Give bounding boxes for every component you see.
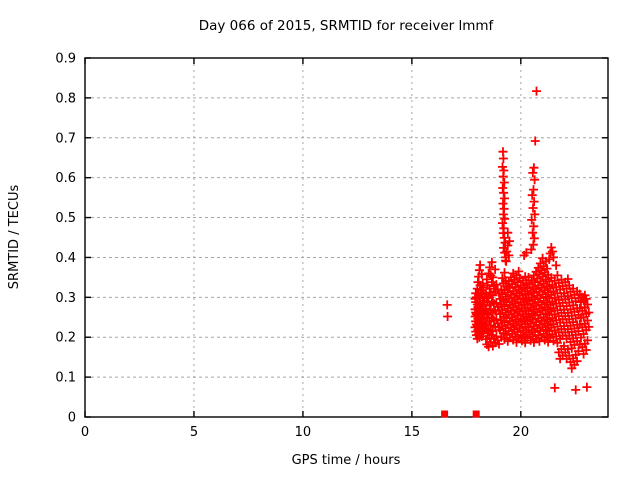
data-point-plus bbox=[552, 270, 562, 280]
data-point-plus bbox=[443, 312, 453, 321]
data-point-plus bbox=[505, 236, 514, 246]
x-tick-label: 20 bbox=[513, 425, 530, 440]
y-tick-label: 0.4 bbox=[55, 251, 76, 266]
data-point-plus bbox=[499, 178, 509, 187]
y-tick-label: 0.5 bbox=[55, 211, 76, 226]
data-point-plus bbox=[547, 247, 557, 256]
x-tick-label: 10 bbox=[295, 425, 312, 440]
data-point-square bbox=[441, 410, 449, 418]
y-tick-label: 0.9 bbox=[55, 52, 76, 67]
data-point-plus bbox=[583, 335, 592, 345]
data-point-plus bbox=[500, 268, 509, 278]
data-point-plus bbox=[500, 214, 510, 224]
data-point-plus bbox=[498, 154, 508, 163]
data-point-plus bbox=[550, 383, 560, 393]
data-point-plus bbox=[488, 272, 498, 282]
data-point-plus bbox=[520, 338, 530, 348]
data-point-plus bbox=[487, 257, 497, 267]
data-point-plus bbox=[526, 245, 536, 254]
data-point-plus bbox=[475, 260, 485, 270]
data-point-plus bbox=[491, 314, 501, 324]
data-point-plus bbox=[583, 300, 592, 309]
data-point-plus bbox=[486, 320, 496, 330]
data-point-plus bbox=[528, 168, 538, 178]
data-point-plus bbox=[572, 356, 582, 366]
data-point-plus bbox=[527, 215, 537, 225]
data-point-plus bbox=[530, 209, 540, 219]
data-point-plus bbox=[503, 228, 513, 238]
data-point-plus bbox=[530, 136, 540, 146]
plot-border bbox=[84, 57, 609, 418]
data-point-plus bbox=[542, 264, 552, 274]
data-point-plus bbox=[546, 243, 556, 252]
data-point-plus bbox=[498, 199, 508, 209]
data-point-plus bbox=[482, 274, 492, 284]
data-point-plus bbox=[528, 240, 538, 250]
data-point-plus bbox=[514, 266, 524, 276]
data-point-plus bbox=[529, 221, 539, 231]
data-point-plus bbox=[442, 300, 452, 310]
data-points bbox=[441, 86, 594, 418]
data-point-plus bbox=[521, 248, 531, 258]
y-tick-label: 0.6 bbox=[55, 171, 76, 186]
data-point-plus bbox=[563, 274, 573, 284]
data-point-plus bbox=[582, 382, 592, 392]
data-point-plus bbox=[529, 185, 538, 195]
data-point-plus bbox=[581, 294, 591, 304]
data-point-plus bbox=[484, 325, 494, 335]
data-point-plus bbox=[529, 197, 539, 207]
data-point-plus bbox=[549, 252, 558, 262]
data-point-plus bbox=[551, 260, 561, 270]
y-tick-label: 0.1 bbox=[55, 371, 76, 386]
data-point-plus bbox=[584, 308, 594, 317]
data-point-plus bbox=[529, 163, 539, 173]
data-point-plus bbox=[532, 86, 541, 96]
y-tick-label: 0.8 bbox=[55, 91, 76, 106]
data-point-plus bbox=[527, 190, 537, 200]
data-point-plus bbox=[528, 228, 538, 238]
y-tick-label: 0 bbox=[68, 411, 76, 426]
y-axis-label: SRMTID / TECUs bbox=[7, 185, 22, 290]
data-point-plus bbox=[490, 264, 500, 274]
y-tick-label: 0.3 bbox=[55, 291, 76, 306]
data-point-plus bbox=[544, 254, 554, 264]
y-tick-label: 0.7 bbox=[55, 131, 76, 146]
data-point-plus bbox=[584, 322, 594, 332]
data-point-plus bbox=[581, 345, 591, 355]
data-point-plus bbox=[501, 256, 511, 266]
x-tick-label: 5 bbox=[190, 425, 198, 440]
axis-ticks bbox=[84, 57, 608, 418]
x-tick-label: 0 bbox=[81, 425, 89, 440]
data-point-plus bbox=[583, 316, 592, 325]
data-point-plus bbox=[498, 209, 508, 219]
data-point-plus bbox=[498, 172, 508, 181]
data-point-plus bbox=[571, 385, 581, 395]
y-tick-label: 0.2 bbox=[55, 331, 76, 346]
x-tick-label: 15 bbox=[404, 425, 421, 440]
data-point-plus bbox=[479, 282, 489, 292]
grid-lines bbox=[85, 58, 608, 417]
data-point-plus bbox=[504, 250, 514, 260]
x-axis-label: GPS time / hours bbox=[292, 453, 401, 468]
data-point-plus bbox=[530, 175, 540, 185]
chart-title: Day 066 of 2015, SRMTID for receiver lmm… bbox=[199, 18, 495, 34]
data-point-plus bbox=[500, 193, 509, 203]
data-point-plus bbox=[528, 203, 538, 213]
data-point-square bbox=[472, 410, 480, 418]
data-point-plus bbox=[529, 233, 539, 243]
data-point-plus bbox=[491, 280, 501, 290]
data-point-plus bbox=[485, 262, 495, 272]
data-point-plus bbox=[498, 218, 507, 228]
tick-labels: 0 5 10 15 20 0 0.1 0.2 0.3 0.4 0.5 0.6 0.7 0.8 0.9 bbox=[55, 52, 529, 441]
data-point-plus bbox=[494, 339, 504, 349]
data-point-plus bbox=[503, 241, 513, 250]
